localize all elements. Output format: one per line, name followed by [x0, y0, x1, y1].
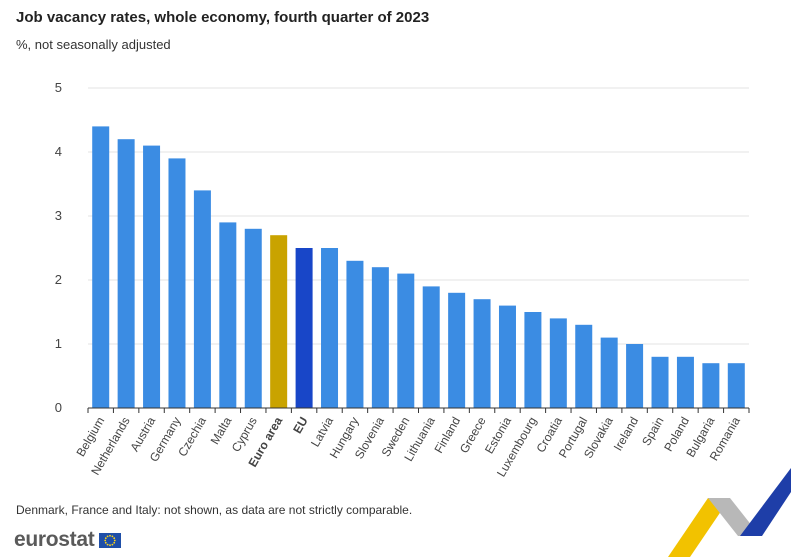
y-tick-label: 0	[55, 400, 62, 415]
bar-chart: 012345BelgiumNetherlandsAustriaGermanyCz…	[55, 80, 750, 479]
bar-sweden	[397, 273, 415, 408]
eurostat-logo[interactable]: eurostat	[14, 527, 122, 553]
y-tick-label: 1	[55, 336, 62, 351]
bar-netherlands	[117, 139, 135, 408]
bar-germany	[168, 158, 186, 408]
y-tick-label: 4	[55, 144, 62, 159]
bar-slovenia	[371, 267, 389, 408]
bar-hungary	[346, 260, 364, 408]
bar-estonia	[498, 305, 516, 408]
x-tick-label: Ireland	[611, 415, 641, 454]
bar-slovakia	[600, 337, 618, 408]
chart-title: Job vacancy rates, whole economy, fourth…	[16, 9, 430, 26]
bar-portugal	[575, 324, 593, 408]
footnote: Denmark, France and Italy: not shown, as…	[16, 503, 413, 517]
y-tick-label: 2	[55, 272, 62, 287]
x-tick-label: Malta	[208, 414, 235, 447]
bar-romania	[727, 363, 745, 408]
bar-latvia	[321, 248, 339, 408]
bar-bulgaria	[702, 363, 720, 408]
bar-poland	[676, 356, 694, 408]
y-tick-label: 3	[55, 208, 62, 223]
brand-name: eurostat	[14, 528, 95, 551]
eu-flag-icon	[99, 532, 122, 548]
bar-greece	[473, 299, 491, 408]
bar-belgium	[92, 126, 110, 409]
bar-austria	[143, 145, 161, 408]
chart-subtitle: %, not seasonally adjusted	[16, 37, 171, 52]
bar-ireland	[626, 344, 644, 408]
bar-malta	[219, 222, 237, 408]
bar-finland	[448, 292, 466, 408]
bar-lithuania	[422, 286, 440, 408]
bar-spain	[651, 356, 669, 408]
x-tick-label: EU	[290, 415, 310, 436]
decorative-corner-graphic	[668, 468, 791, 557]
bar-luxembourg	[524, 312, 542, 408]
bar-cyprus	[244, 228, 262, 408]
bar-euro-area	[270, 235, 288, 408]
bar-czechia	[193, 190, 211, 408]
bar-eu	[295, 248, 313, 408]
bar-croatia	[549, 318, 567, 408]
y-tick-label: 5	[55, 80, 62, 95]
